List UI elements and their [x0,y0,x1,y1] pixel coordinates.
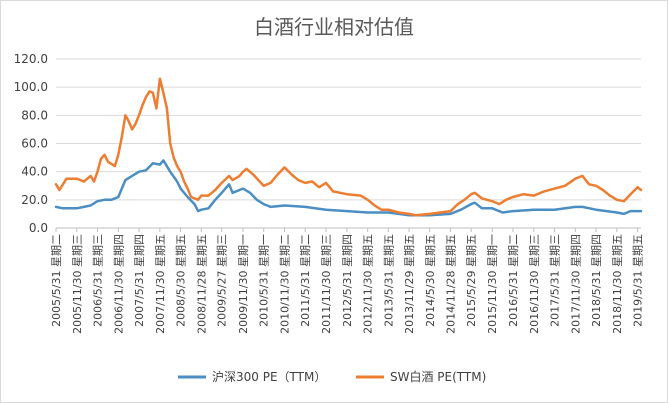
grid-lines [56,58,641,229]
x-tick-label: 2018/11/30 星期五 [611,234,624,334]
series-lines [54,77,643,217]
x-tick-label: 2018/5/31 星期四 [590,234,603,327]
x-tick-label: 2015/5/29 星期五 [465,234,478,327]
x-tick-label: 2013/11/29 星期五 [403,234,416,334]
x-tick-label: 2008/5/30 星期五 [175,234,188,327]
legend-label: 沪深300 PE（TTM） [212,370,326,384]
chart-title: 白酒行业相对估值 [254,15,414,39]
y-tick-label: 0.0 [29,221,48,235]
x-tick-label: 2012/5/31 星期四 [341,234,354,327]
x-tick-label: 2008/11/28 星期五 [195,234,208,334]
x-tick-label: 2014/5/30 星期五 [424,234,437,327]
x-tick-label: 2010/5/31 星期一 [258,234,271,327]
x-tick-label: 2017/5/31 星期三 [549,234,562,327]
x-tick-label: 2005/11/30 星期三 [71,234,84,334]
legend-label: SW白酒 PE(TTM) [390,369,486,384]
x-tick-label: 2006/5/31 星期三 [92,234,105,327]
x-tick-label: 2009/11/30 星期一 [237,234,250,334]
x-tick-label: 2015/11/30 星期一 [486,234,499,334]
x-tick-label: 2016/5/31 星期二 [507,234,520,327]
x-tick-label: 2019/5/31 星期五 [632,234,645,327]
y-axis-ticks: 0.0 20.0 40.0 60.0 80.0 100.0 120.0 [14,52,48,235]
x-tick-label: 2007/11/30 星期五 [154,234,167,334]
legend: 沪深300 PE（TTM） SW白酒 PE(TTM) [178,369,486,384]
legend-item-sw-baijiu: SW白酒 PE(TTM) [356,369,486,384]
x-tick-label: 2012/11/30 星期五 [362,234,375,334]
x-tick-label: 2005/5/31 星期二 [50,234,63,327]
x-tick-label: 2011/11/30 星期三 [320,234,333,334]
x-tick-label: 2006/11/30 星期四 [112,234,125,334]
y-tick-label: 80.0 [21,108,48,122]
x-tick-label: 2016/11/30 星期三 [528,234,541,334]
y-tick-label: 60.0 [21,137,48,151]
x-tick-label: 2011/5/31 星期二 [299,234,312,327]
series-line-hs300 [54,159,643,217]
y-tick-label: 120.0 [14,52,48,66]
x-tick-label: 2013/5/31 星期五 [382,234,395,327]
x-tick-label: 2007/5/31 星期四 [133,234,146,327]
legend-item-hs300: 沪深300 PE（TTM） [178,370,326,384]
y-tick-label: 100.0 [14,80,48,94]
y-tick-label: 20.0 [21,193,48,207]
x-tick-label: 2010/11/30 星期二 [279,234,292,334]
x-tick-label: 2017/11/30 星期四 [569,234,582,334]
x-axis-ticks: 2005/5/31 星期二 2005/11/30 星期三 2006/5/31 星期三… [50,228,645,334]
x-tick-label: 2014/11/28 星期五 [444,234,457,334]
series-line-sw-baijiu [54,77,643,217]
y-tick-label: 40.0 [21,165,48,179]
x-tick-label: 2009/5/27 星期三 [216,234,229,327]
